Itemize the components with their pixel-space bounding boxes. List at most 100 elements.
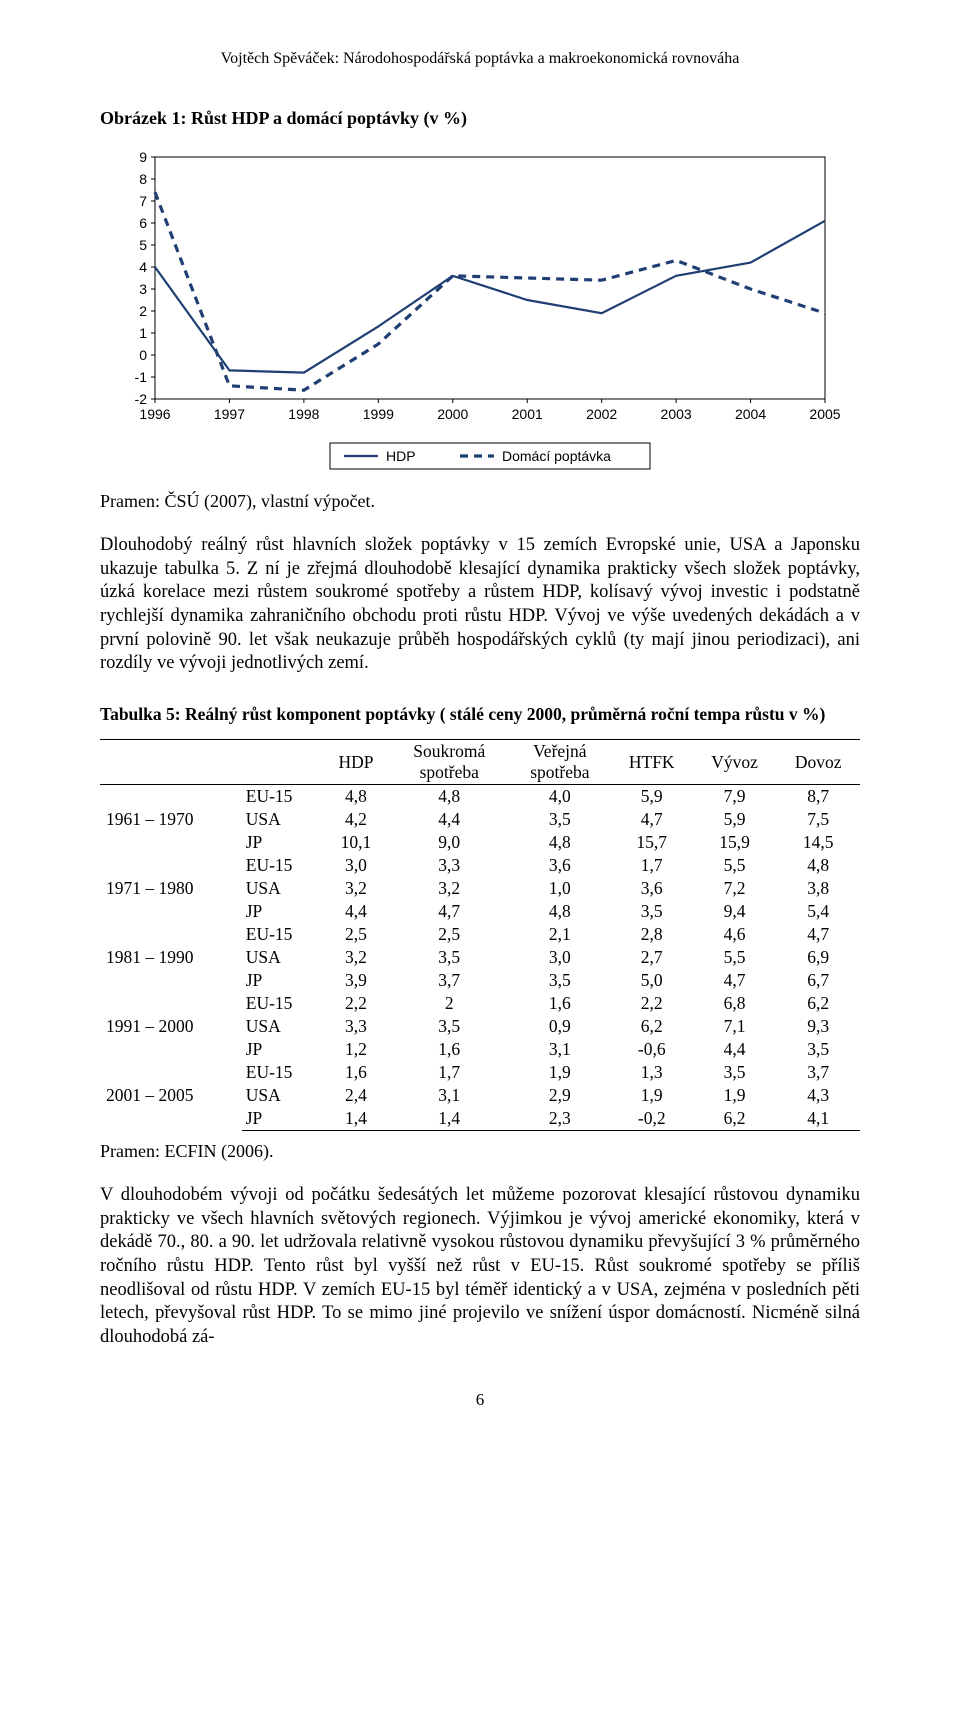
value-cell: 5,4 <box>776 900 860 923</box>
svg-text:2004: 2004 <box>735 406 766 422</box>
table-header-cell: Soukromáspotřeba <box>389 740 509 785</box>
table-row: 1971 – 1980EU-153,03,33,61,75,54,8 <box>100 854 860 877</box>
table-header-cell: HDP <box>322 740 389 785</box>
table-header-cell: Veřejnáspotřeba <box>509 740 611 785</box>
value-cell: 9,0 <box>389 831 509 854</box>
value-cell: 9,4 <box>693 900 777 923</box>
value-cell: 6,2 <box>693 1107 777 1131</box>
value-cell: 2,8 <box>611 923 693 946</box>
value-cell: 3,5 <box>509 969 611 992</box>
value-cell: 2,7 <box>611 946 693 969</box>
value-cell: 2,5 <box>389 923 509 946</box>
value-cell: 3,3 <box>322 1015 389 1038</box>
svg-text:-1: -1 <box>135 369 148 385</box>
table-header-cell: Dovoz <box>776 740 860 785</box>
value-cell: 3,2 <box>322 946 389 969</box>
paragraph-2: V dlouhodobém vývoji od počátku šedesátý… <box>100 1184 860 1350</box>
svg-text:3: 3 <box>139 281 147 297</box>
value-cell: 4,7 <box>611 808 693 831</box>
data-table: HDPSoukromáspotřebaVeřejnáspotřebaHTFKVý… <box>100 739 860 1131</box>
value-cell: 1,9 <box>611 1084 693 1107</box>
period-cell: 1971 – 1980 <box>100 854 242 923</box>
period-cell: 1991 – 2000 <box>100 992 242 1061</box>
value-cell: 0,9 <box>509 1015 611 1038</box>
value-cell: 4,7 <box>776 923 860 946</box>
value-cell: 7,2 <box>693 877 777 900</box>
value-cell: 1,9 <box>693 1084 777 1107</box>
value-cell: 5,9 <box>611 785 693 809</box>
value-cell: 3,7 <box>776 1061 860 1084</box>
region-cell: EU-15 <box>242 785 323 809</box>
table-header-cell <box>242 740 323 785</box>
svg-text:-2: -2 <box>135 391 148 407</box>
svg-text:2002: 2002 <box>586 406 617 422</box>
value-cell: 3,9 <box>322 969 389 992</box>
svg-text:7: 7 <box>139 193 147 209</box>
svg-text:0: 0 <box>139 347 147 363</box>
region-cell: EU-15 <box>242 854 323 877</box>
value-cell: 3,5 <box>611 900 693 923</box>
period-cell: 1961 – 1970 <box>100 785 242 855</box>
table-header-cell: HTFK <box>611 740 693 785</box>
paragraph-1: Dlouhodobý reálný růst hlavních složek p… <box>100 534 860 676</box>
value-cell: 2,3 <box>509 1107 611 1131</box>
value-cell: 4,7 <box>693 969 777 992</box>
value-cell: 3,0 <box>322 854 389 877</box>
value-cell: 1,2 <box>322 1038 389 1061</box>
value-cell: 15,9 <box>693 831 777 854</box>
value-cell: 7,5 <box>776 808 860 831</box>
value-cell: 1,6 <box>389 1038 509 1061</box>
svg-text:2: 2 <box>139 303 147 319</box>
value-cell: 10,1 <box>322 831 389 854</box>
value-cell: 6,9 <box>776 946 860 969</box>
svg-text:1997: 1997 <box>214 406 245 422</box>
region-cell: USA <box>242 946 323 969</box>
svg-text:Domácí poptávka: Domácí poptávka <box>502 448 611 464</box>
value-cell: 3,2 <box>322 877 389 900</box>
value-cell: 3,6 <box>611 877 693 900</box>
region-cell: EU-15 <box>242 923 323 946</box>
value-cell: 5,0 <box>611 969 693 992</box>
value-cell: 1,9 <box>509 1061 611 1084</box>
svg-text:2001: 2001 <box>512 406 543 422</box>
value-cell: 1,6 <box>322 1061 389 1084</box>
value-cell: 4,8 <box>389 785 509 809</box>
period-cell: 2001 – 2005 <box>100 1061 242 1131</box>
value-cell: 5,9 <box>693 808 777 831</box>
value-cell: 5,5 <box>693 946 777 969</box>
svg-text:HDP: HDP <box>386 448 416 464</box>
svg-text:6: 6 <box>139 215 147 231</box>
table-header-cell <box>100 740 242 785</box>
svg-text:8: 8 <box>139 171 147 187</box>
value-cell: 4,8 <box>509 900 611 923</box>
value-cell: 4,8 <box>776 854 860 877</box>
svg-text:1998: 1998 <box>288 406 319 422</box>
svg-text:5: 5 <box>139 237 147 253</box>
value-cell: 4,8 <box>509 831 611 854</box>
value-cell: 4,7 <box>389 900 509 923</box>
value-cell: 4,3 <box>776 1084 860 1107</box>
figure-source: Pramen: ČSÚ (2007), vlastní výpočet. <box>100 491 860 512</box>
value-cell: 3,8 <box>776 877 860 900</box>
value-cell: 3,5 <box>389 1015 509 1038</box>
value-cell: 1,0 <box>509 877 611 900</box>
value-cell: 1,6 <box>509 992 611 1015</box>
value-cell: 5,5 <box>693 854 777 877</box>
value-cell: 3,3 <box>389 854 509 877</box>
value-cell: 2,4 <box>322 1084 389 1107</box>
value-cell: 1,4 <box>322 1107 389 1131</box>
region-cell: EU-15 <box>242 1061 323 1084</box>
svg-text:1999: 1999 <box>363 406 394 422</box>
value-cell: 4,2 <box>322 808 389 831</box>
value-cell: 3,5 <box>389 946 509 969</box>
value-cell: 1,4 <box>389 1107 509 1131</box>
period-cell: 1981 – 1990 <box>100 923 242 992</box>
value-cell: 2,1 <box>509 923 611 946</box>
value-cell: 6,2 <box>776 992 860 1015</box>
value-cell: 2,5 <box>322 923 389 946</box>
value-cell: 2,2 <box>611 992 693 1015</box>
value-cell: 4,4 <box>693 1038 777 1061</box>
table-title: Tabulka 5: Reálný růst komponent poptávk… <box>100 704 860 725</box>
value-cell: 6,2 <box>611 1015 693 1038</box>
running-head: Vojtěch Spěváček: Národohospodářská popt… <box>100 50 860 68</box>
